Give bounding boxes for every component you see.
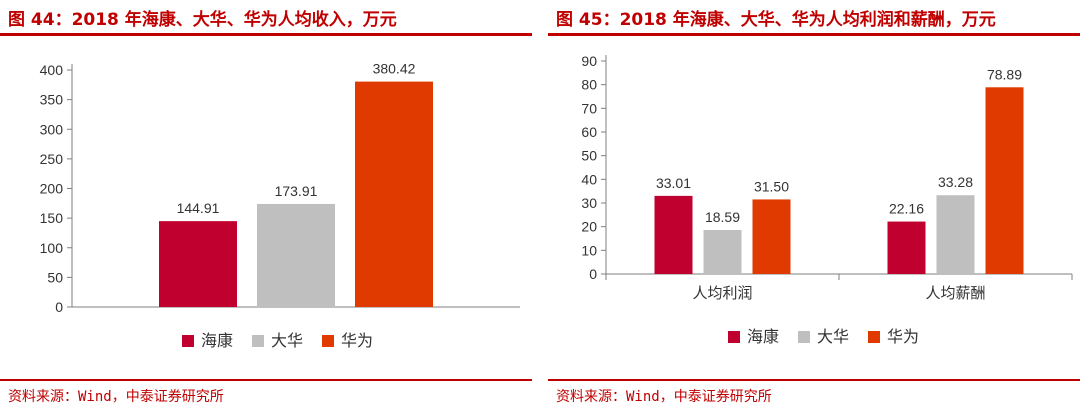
source-note: 资料来源：Wind，中泰证券研究所 bbox=[556, 389, 772, 405]
data-label: 22.16 bbox=[889, 201, 924, 217]
legend-label: 华为 bbox=[887, 328, 919, 346]
chart-panel-right: 图 45：2018 年海康、大华、华为人均利润和薪酬，万元 0 10 20 30 40 5… bbox=[548, 0, 1080, 413]
y-tick-label: 20 bbox=[581, 219, 597, 235]
y-tick-label: 400 bbox=[40, 62, 64, 78]
chart-title: 图 44：2018 年海康、大华、华为人均收入，万元 bbox=[8, 10, 397, 30]
title-rule bbox=[0, 33, 532, 36]
bar-海康-0 bbox=[654, 195, 693, 274]
bar-海康-0 bbox=[159, 221, 237, 307]
y-tick-label: 90 bbox=[581, 53, 597, 69]
data-label: 78.89 bbox=[987, 66, 1022, 82]
legend-label: 华为 bbox=[341, 332, 373, 350]
bar-华为-0 bbox=[355, 81, 433, 307]
legend-swatch-海康 bbox=[728, 331, 740, 343]
title-rule bbox=[548, 33, 1080, 36]
legend-label: 海康 bbox=[747, 328, 779, 346]
legend-label: 大华 bbox=[271, 332, 303, 350]
data-label: 18.59 bbox=[705, 209, 740, 225]
y-tick-label: 50 bbox=[47, 269, 63, 285]
x-category-label: 人均薪酬 bbox=[925, 285, 985, 302]
bar-大华-0 bbox=[257, 203, 335, 307]
y-tick-label: 40 bbox=[581, 171, 597, 187]
legend-label: 海康 bbox=[201, 332, 233, 350]
y-tick-label: 50 bbox=[581, 148, 597, 164]
legend-swatch-华为 bbox=[868, 331, 880, 343]
y-tick-label: 0 bbox=[55, 299, 63, 315]
y-tick-label: 300 bbox=[40, 121, 64, 137]
data-label: 33.01 bbox=[656, 175, 691, 191]
y-tick-label: 100 bbox=[40, 240, 64, 256]
bar-chart-profit-salary: 0 10 20 30 40 50 60 70 80 90 33.01 18.59 31.50 人均利润 22… bbox=[581, 53, 1073, 346]
y-tick-label: 200 bbox=[40, 181, 64, 197]
chart-title: 图 45：2018 年海康、大华、华为人均利润和薪酬，万元 bbox=[556, 10, 996, 30]
chart-panel-left: 图 44：2018 年海康、大华、华为人均收入，万元 0 50 100 150 200 2… bbox=[0, 0, 532, 413]
y-tick-label: 350 bbox=[40, 92, 64, 108]
y-tick-label: 10 bbox=[581, 242, 597, 258]
legend-label: 大华 bbox=[817, 328, 849, 346]
y-tick-label: 70 bbox=[581, 100, 597, 116]
data-label: 144.91 bbox=[177, 200, 220, 216]
bar-华为-0 bbox=[752, 199, 791, 274]
y-tick-label: 0 bbox=[589, 266, 597, 282]
legend-swatch-海康 bbox=[182, 335, 194, 347]
data-label: 380.42 bbox=[373, 61, 416, 77]
bar-大华-0 bbox=[703, 230, 742, 274]
x-category-label: 人均利润 bbox=[692, 285, 752, 302]
bar-华为-1 bbox=[985, 87, 1024, 274]
data-label: 173.91 bbox=[275, 183, 318, 199]
source-rule bbox=[548, 379, 1080, 381]
source-rule bbox=[0, 379, 532, 381]
y-tick-label: 250 bbox=[40, 151, 64, 167]
y-tick-label: 60 bbox=[581, 124, 597, 140]
bar-海康-1 bbox=[887, 221, 926, 274]
y-tick-label: 150 bbox=[40, 210, 64, 226]
y-tick-label: 30 bbox=[581, 195, 597, 211]
source-note: 资料来源：Wind，中泰证券研究所 bbox=[8, 389, 224, 405]
y-tick-label: 80 bbox=[581, 77, 597, 93]
legend-swatch-大华 bbox=[252, 335, 264, 347]
data-label: 31.50 bbox=[754, 178, 789, 194]
bar-大华-1 bbox=[936, 195, 975, 274]
data-label: 33.28 bbox=[938, 174, 973, 190]
legend-swatch-大华 bbox=[798, 331, 810, 343]
bar-chart-revenue: 0 50 100 150 200 250 300 350 400 144.91 173.91 380.… bbox=[40, 61, 520, 350]
legend-swatch-华为 bbox=[322, 335, 334, 347]
